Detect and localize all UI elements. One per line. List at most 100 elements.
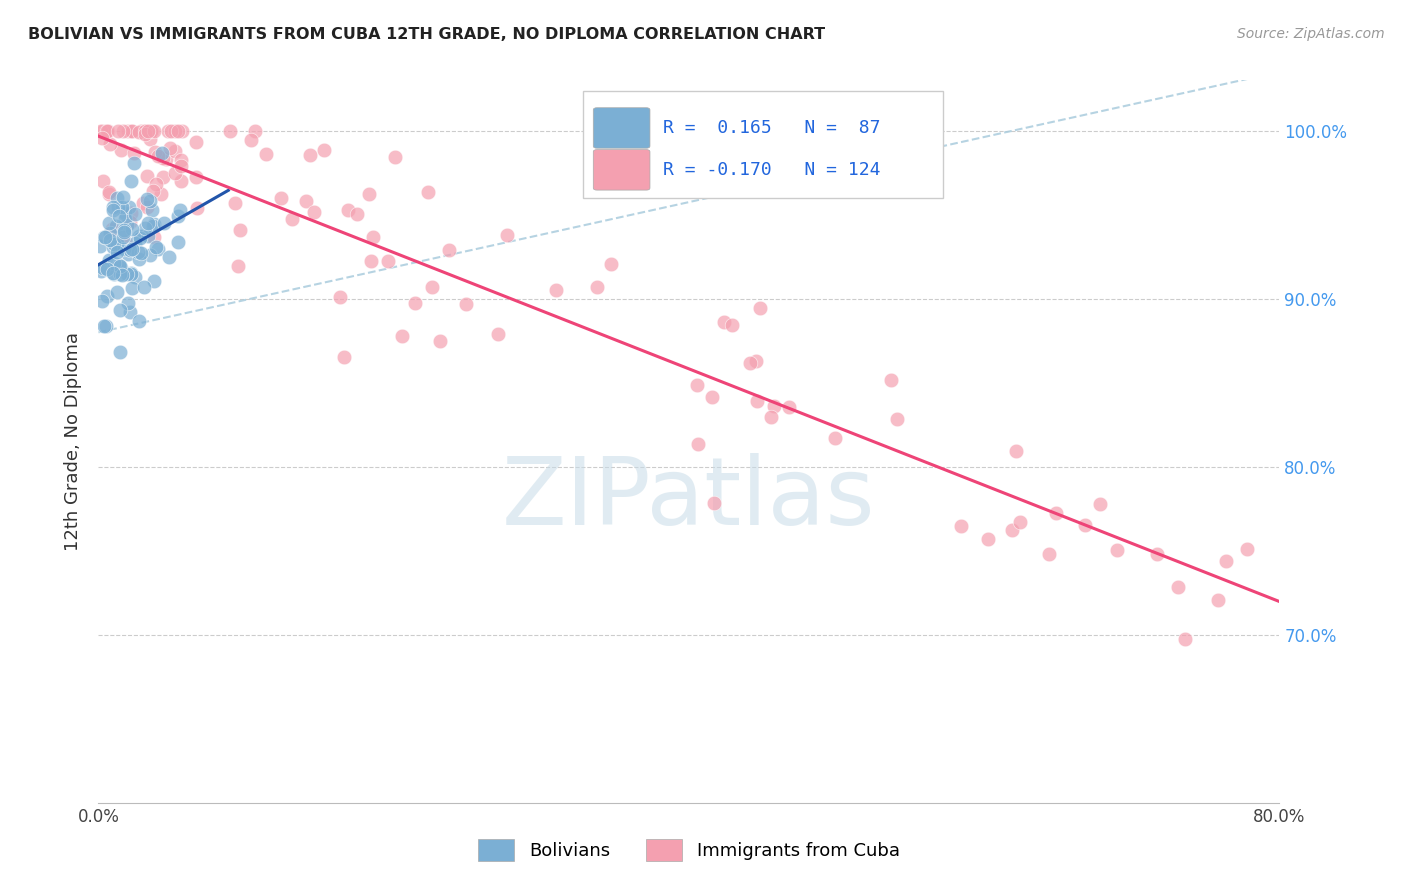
Point [298, 147, 321, 161]
Point [703, 496, 725, 510]
Point [110, 267, 132, 281]
Point [763, 399, 786, 413]
Point [218, 124, 240, 138]
Point [107, 200, 129, 214]
Point [143, 124, 166, 138]
Point [108, 209, 131, 223]
Point [738, 356, 761, 370]
Point [886, 412, 908, 426]
Point [1174, 632, 1197, 646]
Point [360, 253, 382, 268]
Point [254, 147, 277, 161]
Point [139, 248, 162, 262]
Point [128, 125, 150, 139]
Point [128, 231, 150, 245]
Point [152, 151, 174, 165]
Point [103, 237, 125, 252]
Point [1105, 542, 1128, 557]
Point [377, 253, 399, 268]
Point [91, 174, 114, 188]
Point [107, 124, 129, 138]
Point [139, 132, 162, 146]
Point [143, 274, 166, 288]
Point [96, 289, 118, 303]
Point [121, 221, 143, 235]
Point [117, 218, 139, 232]
Point [977, 532, 1000, 546]
Point [94, 230, 117, 244]
Point [166, 124, 188, 138]
Point [143, 229, 166, 244]
Point [142, 184, 165, 198]
Point [136, 216, 159, 230]
Point [224, 195, 246, 210]
Point [93, 230, 115, 244]
Point [98, 186, 121, 201]
Point [110, 261, 132, 276]
Point [1167, 580, 1189, 594]
Point [150, 186, 173, 201]
Point [141, 203, 163, 218]
Point [108, 241, 131, 255]
Point [165, 166, 187, 180]
Point [134, 128, 156, 142]
Point [167, 235, 190, 250]
Point [121, 281, 143, 295]
Point [132, 280, 155, 294]
Point [111, 190, 134, 204]
Point [1236, 541, 1258, 556]
Legend: Bolivians, Immigrants from Cuba: Bolivians, Immigrants from Cuba [471, 831, 907, 868]
Point [105, 191, 128, 205]
Point [114, 206, 136, 220]
Point [456, 297, 478, 311]
Point [101, 266, 124, 280]
Point [186, 169, 208, 184]
Point [128, 314, 150, 328]
Point [239, 133, 262, 147]
Point [98, 233, 121, 247]
Point [243, 124, 266, 138]
Point [404, 296, 426, 310]
Point [136, 124, 159, 138]
Point [391, 329, 413, 343]
Y-axis label: 12th Grade, No Diploma: 12th Grade, No Diploma [63, 332, 82, 551]
Point [121, 242, 143, 256]
Point [101, 221, 124, 235]
Text: Source: ZipAtlas.com: Source: ZipAtlas.com [1237, 27, 1385, 41]
Point [101, 239, 124, 253]
Point [1045, 506, 1067, 520]
Point [333, 350, 356, 364]
Point [134, 221, 156, 235]
Point [749, 301, 772, 316]
Point [329, 290, 352, 304]
Text: R = -0.170   N = 124: R = -0.170 N = 124 [664, 161, 880, 179]
Point [880, 373, 903, 387]
Point [89, 239, 111, 253]
Point [1008, 516, 1031, 530]
Point [90, 293, 112, 308]
Point [1073, 518, 1095, 533]
Point [107, 235, 129, 250]
Point [120, 173, 142, 187]
FancyBboxPatch shape [582, 91, 943, 198]
Point [146, 242, 169, 256]
Text: R =  0.165   N =  87: R = 0.165 N = 87 [664, 119, 880, 137]
Point [117, 246, 139, 260]
Point [120, 267, 142, 281]
Point [98, 185, 121, 199]
Point [599, 257, 621, 271]
Point [157, 124, 180, 138]
Point [439, 243, 461, 257]
Point [1038, 547, 1060, 561]
Point [96, 124, 118, 138]
Point [118, 200, 141, 214]
Point [1146, 547, 1168, 561]
Point [114, 212, 136, 227]
Point [139, 194, 162, 208]
Point [120, 305, 142, 319]
Point [229, 223, 252, 237]
Point [110, 345, 132, 359]
Point [152, 170, 174, 185]
Point [170, 153, 193, 168]
Point [100, 226, 122, 240]
